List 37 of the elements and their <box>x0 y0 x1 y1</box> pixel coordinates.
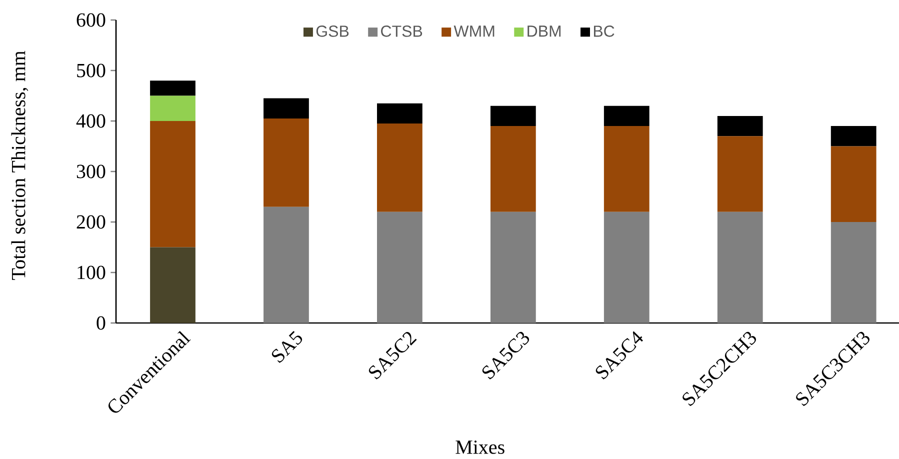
bar <box>604 126 650 212</box>
bar <box>717 212 763 323</box>
bar <box>830 126 876 146</box>
bar <box>830 222 876 323</box>
y-tick-label: 0 <box>96 316 106 330</box>
bar <box>377 124 422 212</box>
bar <box>150 120 196 248</box>
bar <box>264 118 309 207</box>
y-axis-title: Total section Thickness, mm <box>11 50 28 280</box>
bar <box>150 96 196 121</box>
bar <box>150 247 196 323</box>
bar <box>264 98 309 118</box>
y-tick-label: 600 <box>76 13 106 27</box>
bar <box>264 206 309 323</box>
bar <box>830 146 876 222</box>
y-tick-label: 500 <box>77 64 106 78</box>
legend-label: GSB <box>316 26 349 37</box>
y-tick-label: 300 <box>76 164 106 178</box>
legend-label: CTSB <box>381 26 422 37</box>
legend-label: BC <box>594 26 614 37</box>
bar <box>150 80 196 96</box>
y-tick-label: 400 <box>76 114 106 128</box>
y-tick-label: 200 <box>76 215 106 229</box>
legend-label: WMM <box>454 26 494 37</box>
x-tick-label: SA5 <box>272 330 302 363</box>
bar <box>490 106 536 126</box>
bar <box>377 103 422 124</box>
x-axis-title: Mixes <box>456 440 504 454</box>
bar <box>604 106 650 126</box>
legend-label: DBM <box>528 26 561 37</box>
y-tick-label: 100 <box>78 266 106 280</box>
bar <box>377 212 422 323</box>
bar <box>604 212 650 323</box>
bar <box>717 136 763 212</box>
bar <box>490 126 536 212</box>
bar <box>717 116 763 136</box>
bar <box>490 212 536 323</box>
